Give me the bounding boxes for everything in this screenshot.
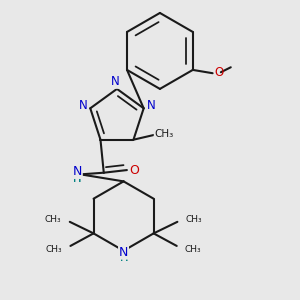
Text: N: N [79, 99, 87, 112]
Text: CH₃: CH₃ [45, 215, 61, 224]
Text: CH₃: CH₃ [186, 215, 202, 224]
Text: N: N [147, 99, 155, 112]
Text: CH₃: CH₃ [46, 245, 62, 254]
Text: N: N [79, 99, 87, 112]
Text: H: H [120, 253, 128, 263]
Text: N: N [111, 75, 120, 88]
Text: H: H [73, 174, 82, 184]
Text: O: O [129, 164, 139, 177]
Text: N: N [73, 165, 82, 178]
Text: O: O [129, 164, 139, 177]
Text: O: O [214, 66, 223, 79]
Text: CH₃: CH₃ [185, 245, 202, 254]
Text: N: N [73, 165, 82, 178]
Text: N: N [119, 246, 128, 259]
Text: H: H [73, 174, 82, 184]
Text: N: N [119, 246, 128, 259]
Text: N: N [111, 75, 120, 88]
Text: CH₃: CH₃ [154, 129, 174, 139]
Text: H: H [120, 253, 128, 263]
Text: CH₃: CH₃ [154, 129, 174, 139]
Text: N: N [147, 99, 155, 112]
